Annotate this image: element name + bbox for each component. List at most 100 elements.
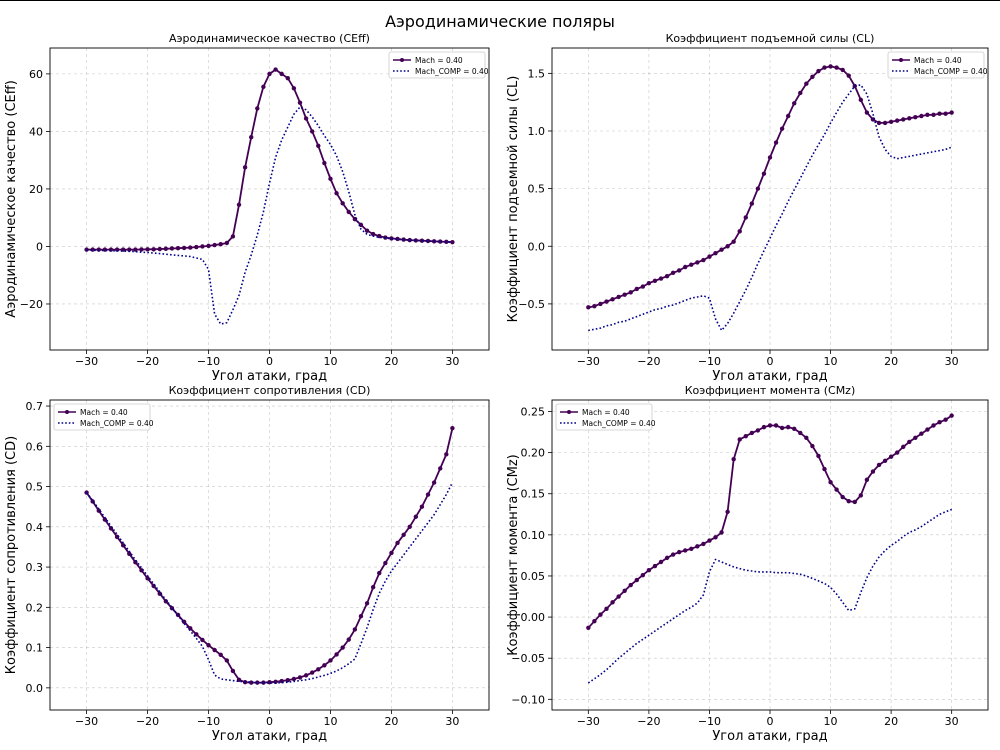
data-point [701, 257, 706, 263]
data-point [255, 106, 260, 111]
data-point [370, 585, 376, 590]
data-point [743, 215, 748, 220]
data-point [658, 559, 664, 565]
data-point [755, 186, 761, 191]
data-point [919, 431, 924, 436]
data-point [870, 469, 876, 474]
y-tick-label: 1.5 [528, 67, 546, 80]
data-point [127, 247, 132, 252]
data-point [701, 541, 706, 547]
data-point [194, 244, 199, 250]
data-point [846, 498, 851, 504]
data-point [937, 111, 942, 116]
data-point [291, 676, 297, 682]
y-tick-label: 0.4 [26, 521, 44, 534]
data-point [652, 563, 658, 569]
data-point [370, 231, 376, 237]
y-tick-label: 1.0 [528, 125, 546, 138]
data-point [755, 428, 761, 433]
data-point [640, 284, 646, 289]
data-point [761, 171, 767, 176]
legend-box [388, 51, 486, 79]
data-point [616, 594, 621, 599]
legend-label-1: Mach = 0.40 [914, 56, 962, 65]
y-axis-label: Аэродинамическое качество (CEff) [4, 80, 19, 318]
x-tick-label: 10 [323, 715, 337, 728]
x-tick-label: 30 [445, 715, 459, 728]
data-point [133, 247, 138, 252]
data-point [592, 618, 597, 624]
data-point [725, 509, 730, 515]
y-tick-label: 0.00 [521, 611, 546, 624]
data-point [102, 517, 108, 522]
top-border [0, 0, 1000, 1]
series-line-2 [588, 84, 952, 332]
data-point [157, 246, 162, 252]
x-tick-label: 30 [945, 355, 959, 368]
x-tick-label: 10 [323, 355, 337, 368]
data-point [943, 111, 948, 116]
legend-label-2: Mach_COMP = 0.40 [415, 67, 489, 76]
data-point [858, 97, 864, 103]
y-tick-label: 40 [29, 125, 43, 138]
data-point [719, 530, 724, 535]
y-tick-label: −20 [20, 298, 43, 311]
x-tick-label: −30 [75, 715, 98, 728]
data-point [901, 117, 906, 122]
data-point [120, 543, 126, 548]
data-point [779, 126, 785, 131]
data-point [810, 74, 815, 80]
data-point [737, 437, 742, 442]
series-line-2 [86, 106, 453, 325]
data-point [188, 626, 193, 631]
data-point [249, 134, 254, 140]
y-tick-label: 0.2 [26, 601, 44, 614]
data-point [218, 241, 223, 247]
data-point [876, 462, 882, 468]
data-point [401, 532, 406, 538]
data-point [212, 647, 217, 653]
data-point [352, 627, 358, 632]
data-point [864, 110, 870, 115]
data-point [224, 658, 230, 663]
data-point [949, 110, 954, 115]
data-point [438, 466, 443, 471]
data-point [804, 81, 809, 86]
chart-panel-3: −30 −20 −10 0 10 20 30 0.0 0.1 0.2 0.3 0.4 0.5 0.6 0.7… [4, 384, 490, 744]
legend: Mach = 0.40 Mach_COMP = 0.40 [53, 403, 154, 431]
data-point [943, 417, 948, 422]
data-point [798, 430, 803, 436]
data-point [713, 535, 718, 540]
y-tick-label: 0.10 [521, 529, 546, 542]
data-point [200, 244, 205, 249]
x-tick-label: −30 [75, 355, 98, 368]
data-point [407, 237, 412, 243]
plot-frame [551, 399, 989, 711]
data-point [907, 116, 912, 121]
data-point [322, 663, 327, 668]
data-point [646, 280, 652, 286]
y-tick-label: 0.7 [26, 400, 44, 413]
y-axis-label: Коэффициент подъемной силы (CL) [506, 76, 521, 323]
legend-marker [899, 58, 903, 62]
data-point [810, 443, 815, 449]
legend: Mach = 0.40 Mach_COMP = 0.40 [887, 51, 988, 79]
x-tick-label: −10 [698, 715, 721, 728]
x-axis-label: Угол атаки, град [712, 369, 827, 384]
chart-title: Аэродинамическое качество (CEff) [169, 32, 370, 45]
data-point [364, 228, 370, 233]
data-point [127, 551, 132, 556]
data-point [864, 477, 870, 482]
y-tick-label: 0.3 [26, 561, 44, 574]
data-point [719, 247, 724, 252]
data-point [297, 675, 303, 680]
y-tick-label: 0.6 [26, 440, 44, 453]
y-tick-label: 0.05 [521, 570, 546, 583]
x-tick-label: 20 [384, 355, 398, 368]
data-point [364, 601, 370, 606]
legend-marker [567, 410, 571, 414]
chart-panel-4: −30 −20 −10 0 10 20 30 −0.10 −0.05 0.00 0.05 0.10 0.… [506, 384, 989, 744]
y-tick-label: 60 [29, 68, 43, 81]
x-axis-label: Угол атаки, град [212, 729, 327, 744]
x-tick-label: −30 [577, 355, 600, 368]
